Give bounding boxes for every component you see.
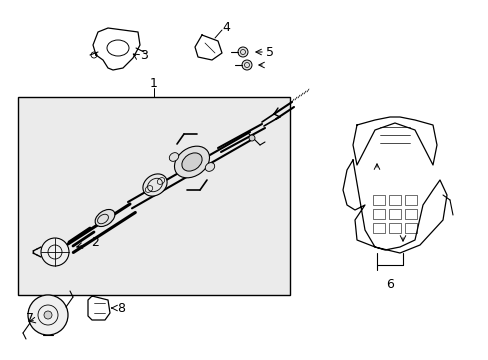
Text: 3: 3 — [140, 49, 148, 62]
Text: 6: 6 — [385, 279, 393, 292]
Ellipse shape — [174, 146, 209, 178]
Bar — [404, 223, 416, 233]
Bar — [388, 209, 400, 219]
Ellipse shape — [95, 210, 115, 226]
Bar — [372, 223, 384, 233]
Text: 5: 5 — [265, 45, 273, 59]
Bar — [372, 195, 384, 205]
Text: 8: 8 — [117, 302, 125, 315]
Bar — [18, 97, 289, 295]
Text: 2: 2 — [91, 235, 99, 248]
Circle shape — [44, 311, 52, 319]
Ellipse shape — [169, 153, 178, 161]
Circle shape — [28, 295, 68, 335]
Ellipse shape — [205, 163, 214, 171]
Bar — [388, 195, 400, 205]
Circle shape — [238, 47, 247, 57]
Ellipse shape — [182, 153, 202, 171]
Text: 7: 7 — [26, 311, 34, 324]
Bar — [388, 223, 400, 233]
Text: 4: 4 — [222, 21, 229, 33]
Bar — [372, 209, 384, 219]
Text: 1: 1 — [150, 77, 158, 90]
Circle shape — [248, 135, 254, 141]
Bar — [404, 209, 416, 219]
Bar — [404, 195, 416, 205]
Circle shape — [242, 60, 251, 70]
Circle shape — [41, 238, 69, 266]
Ellipse shape — [142, 174, 167, 196]
